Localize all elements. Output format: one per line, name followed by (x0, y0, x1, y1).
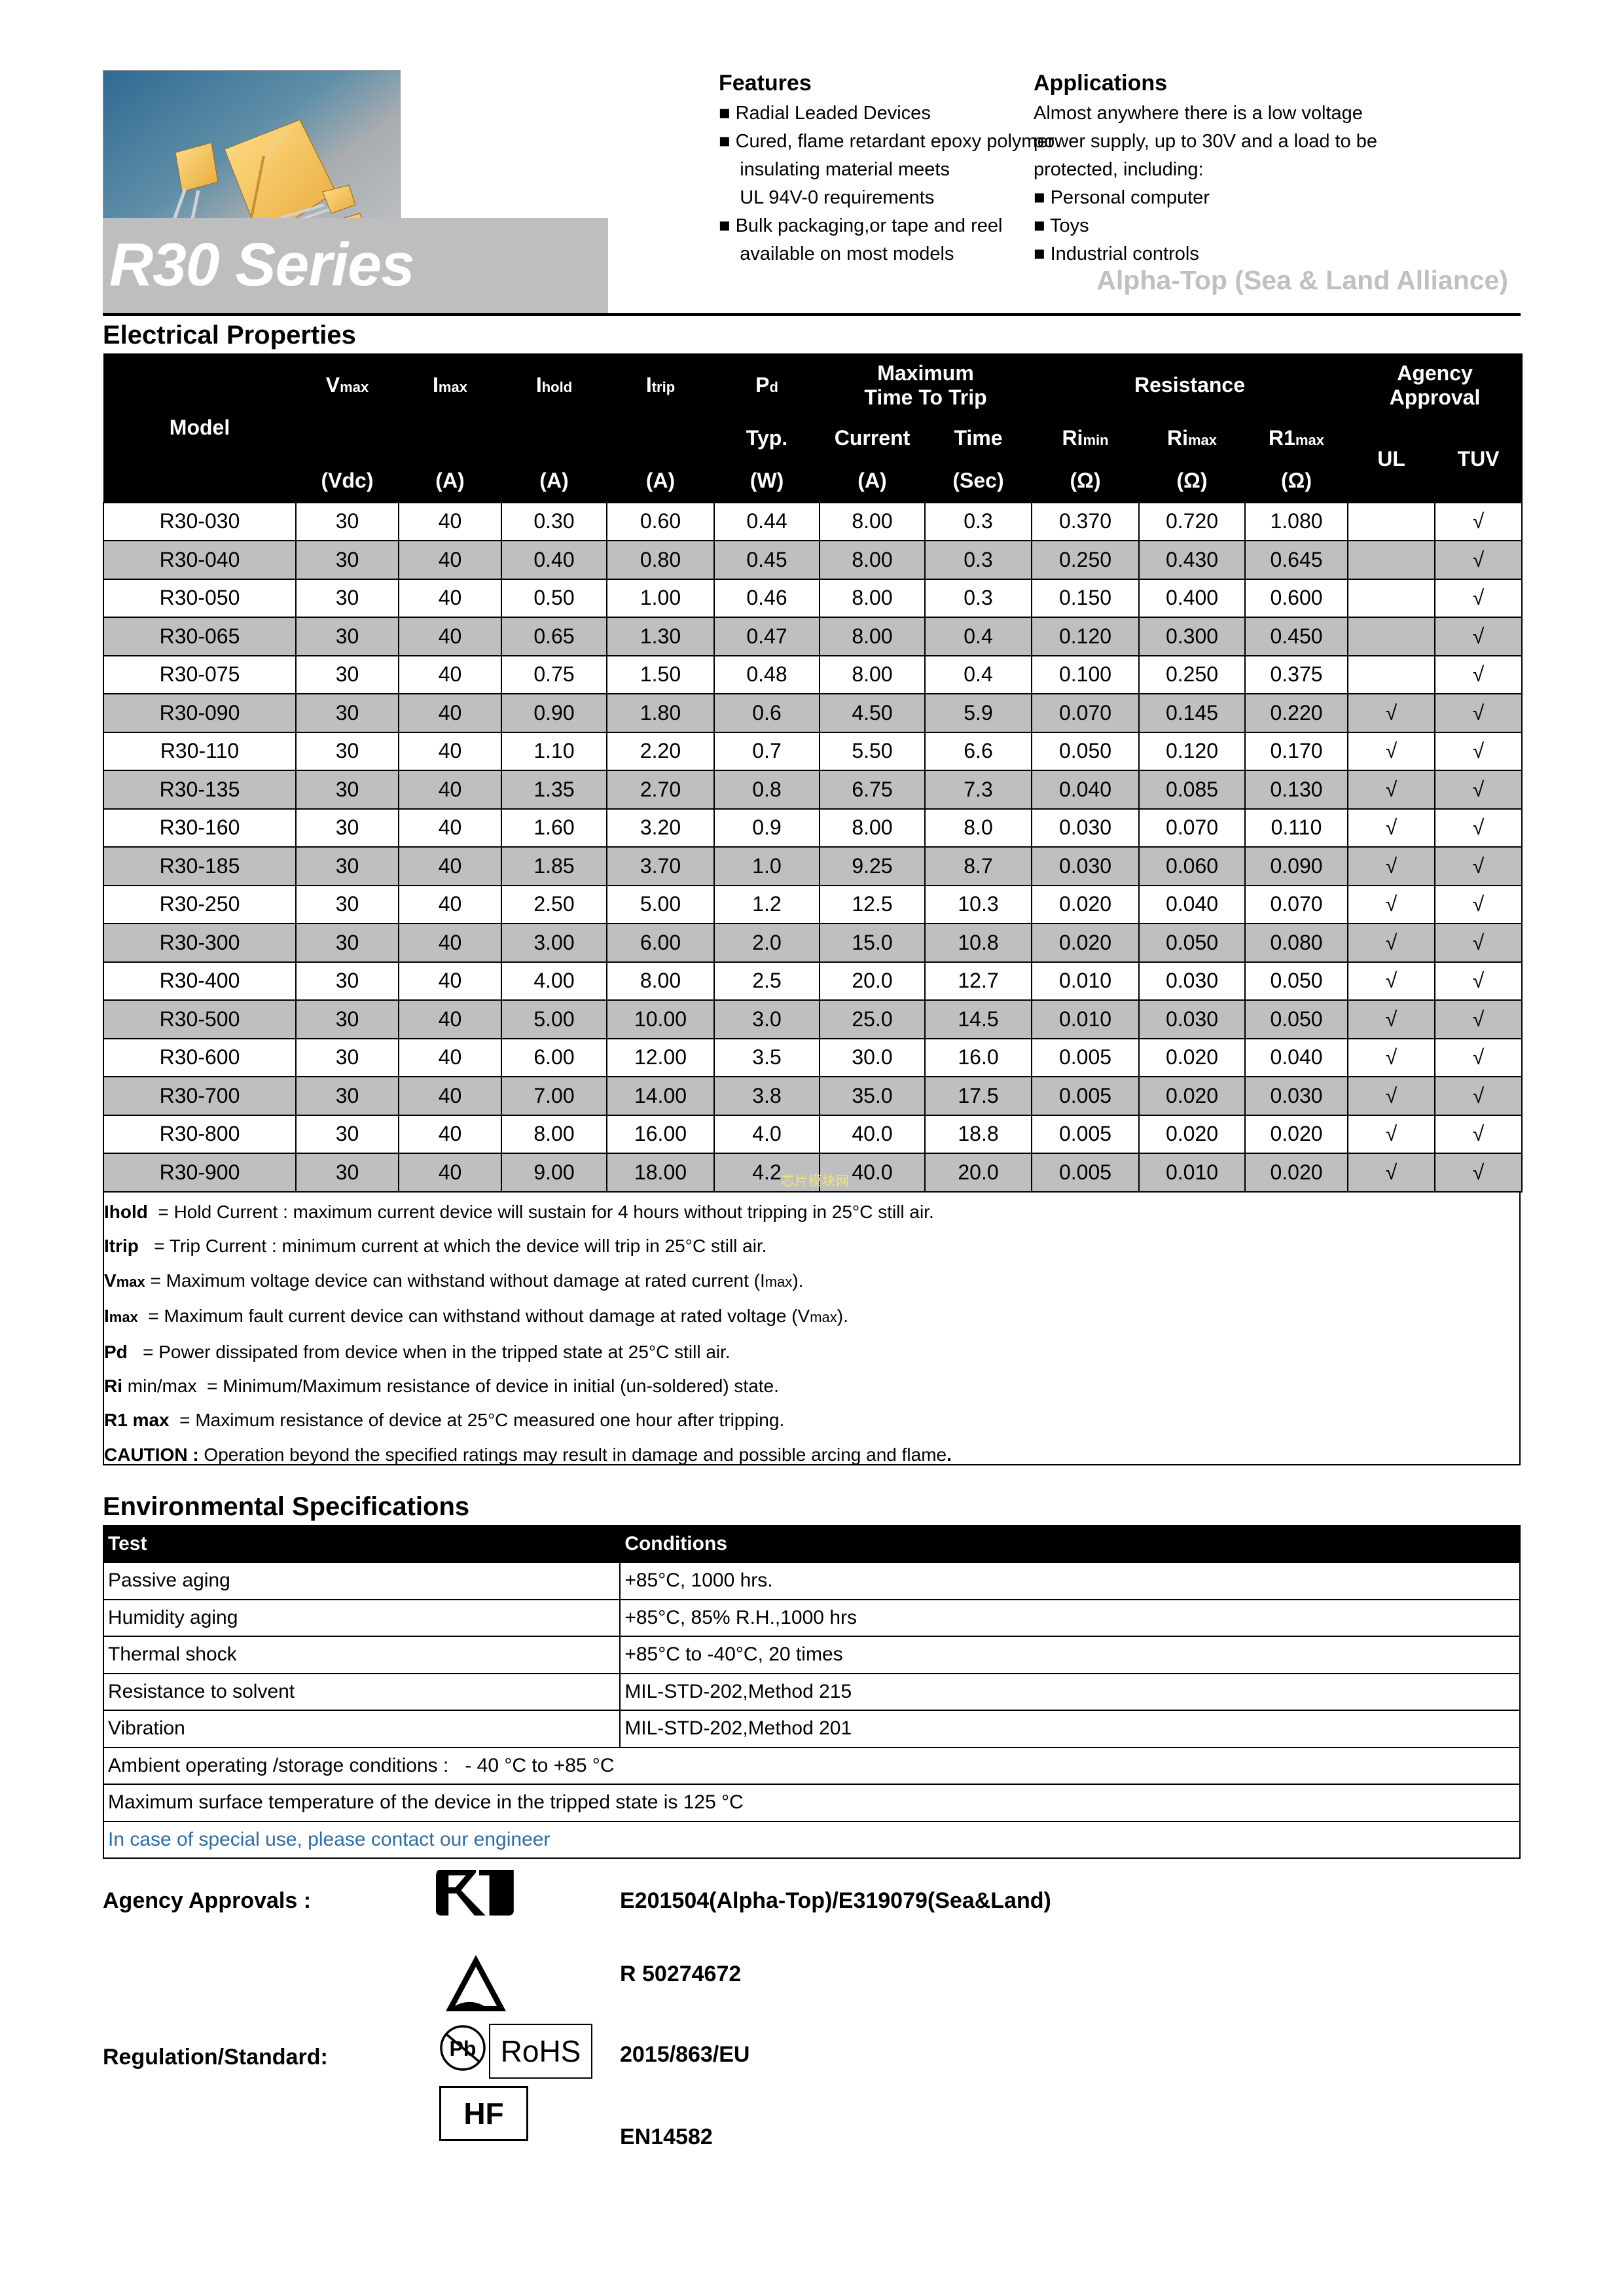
svg-text:R: R (505, 1873, 510, 1880)
svg-text:Pb: Pb (450, 2037, 477, 2060)
